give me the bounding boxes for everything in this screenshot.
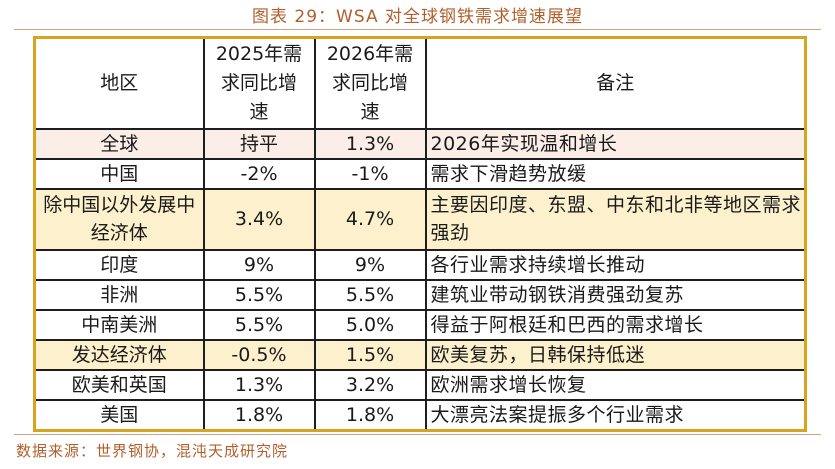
note-cell: 得益于阿根廷和巴西的需求增长 [424, 308, 807, 341]
note-cell: 主要因印度、东盟、中东和北非等地区需求强劲 [424, 187, 807, 251]
table-row: 中国 -2% -1% 需求下滑趋势放缓 [33, 157, 807, 190]
growth-2026-cell: 5.5% [313, 278, 427, 311]
header-region: 地区 [33, 36, 205, 130]
region-cell: 美国 [33, 398, 205, 431]
note-cell: 欧洲需求增长恢复 [424, 368, 807, 401]
growth-2025-cell: 3.4% [202, 187, 316, 251]
region-cell: 非洲 [33, 278, 205, 311]
growth-2026-cell: 1.3% [313, 127, 427, 160]
note-cell: 2026年实现温和增长 [424, 127, 807, 160]
note-cell: 各行业需求持续增长推动 [424, 248, 807, 281]
growth-2026-cell: 1.8% [313, 398, 427, 431]
region-cell: 发达经济体 [33, 338, 205, 371]
table-row: 除中国以外发展中经济体 3.4% 4.7% 主要因印度、东盟、中东和北非等地区需… [33, 187, 807, 251]
table-row: 非洲 5.5% 5.5% 建筑业带动钢铁消费强劲复苏 [33, 278, 807, 311]
region-cell: 中国 [33, 157, 205, 190]
table-row: 全球 持平 1.3% 2026年实现温和增长 [33, 127, 807, 160]
region-cell: 印度 [33, 248, 205, 281]
growth-2026-cell: 5.0% [313, 308, 427, 341]
growth-2025-cell: 5.5% [202, 278, 316, 311]
figure-caption: 图表 29：WSA 对全球钢铁需求增速展望 [252, 7, 583, 27]
growth-2025-cell: 1.3% [202, 368, 316, 401]
table-row: 中南美洲 5.5% 5.0% 得益于阿根廷和巴西的需求增长 [33, 308, 807, 341]
growth-2025-cell: 1.8% [202, 398, 316, 431]
growth-2025-cell: 5.5% [202, 308, 316, 341]
region-cell: 除中国以外发展中经济体 [33, 187, 205, 251]
growth-2026-cell: 4.7% [313, 187, 427, 251]
growth-2025-cell: 持平 [202, 127, 316, 160]
growth-2025-cell: 9% [202, 248, 316, 281]
table-row: 印度 9% 9% 各行业需求持续增长推动 [33, 248, 807, 281]
table-row: 美国 1.8% 1.8% 大漂亮法案提振多个行业需求 [33, 398, 807, 431]
wsa-steel-demand-table: 地区 2025年需求同比增速 2026年需求同比增速 备注 全球 持平 1.3%… [33, 36, 807, 432]
header-2025-growth: 2025年需求同比增速 [202, 36, 316, 130]
table-row: 欧美和英国 1.3% 3.2% 欧洲需求增长恢复 [33, 368, 807, 401]
growth-2026-cell: -1% [313, 157, 427, 190]
data-source: 数据来源：世界钢协，混沌天成研究院 [16, 442, 289, 460]
growth-2025-cell: -2% [202, 157, 316, 190]
table-row: 发达经济体 -0.5% 1.5% 欧美复苏，日韩保持低迷 [33, 338, 807, 371]
note-cell: 需求下滑趋势放缓 [424, 157, 807, 190]
region-cell: 欧美和英国 [33, 368, 205, 401]
growth-2026-cell: 1.5% [313, 338, 427, 371]
note-cell: 欧美复苏，日韩保持低迷 [424, 338, 807, 371]
note-cell: 大漂亮法案提振多个行业需求 [424, 398, 807, 431]
region-cell: 全球 [33, 127, 205, 160]
growth-2025-cell: -0.5% [202, 338, 316, 371]
header-2026-growth: 2026年需求同比增速 [313, 36, 427, 130]
note-cell: 建筑业带动钢铁消费强劲复苏 [424, 278, 807, 311]
growth-2026-cell: 3.2% [313, 368, 427, 401]
growth-2026-cell: 9% [313, 248, 427, 281]
region-cell: 中南美洲 [33, 308, 205, 341]
header-row: 地区 2025年需求同比增速 2026年需求同比增速 备注 [33, 36, 807, 130]
source-divider [14, 434, 821, 435]
caption-divider [14, 29, 821, 30]
header-note: 备注 [424, 36, 807, 130]
